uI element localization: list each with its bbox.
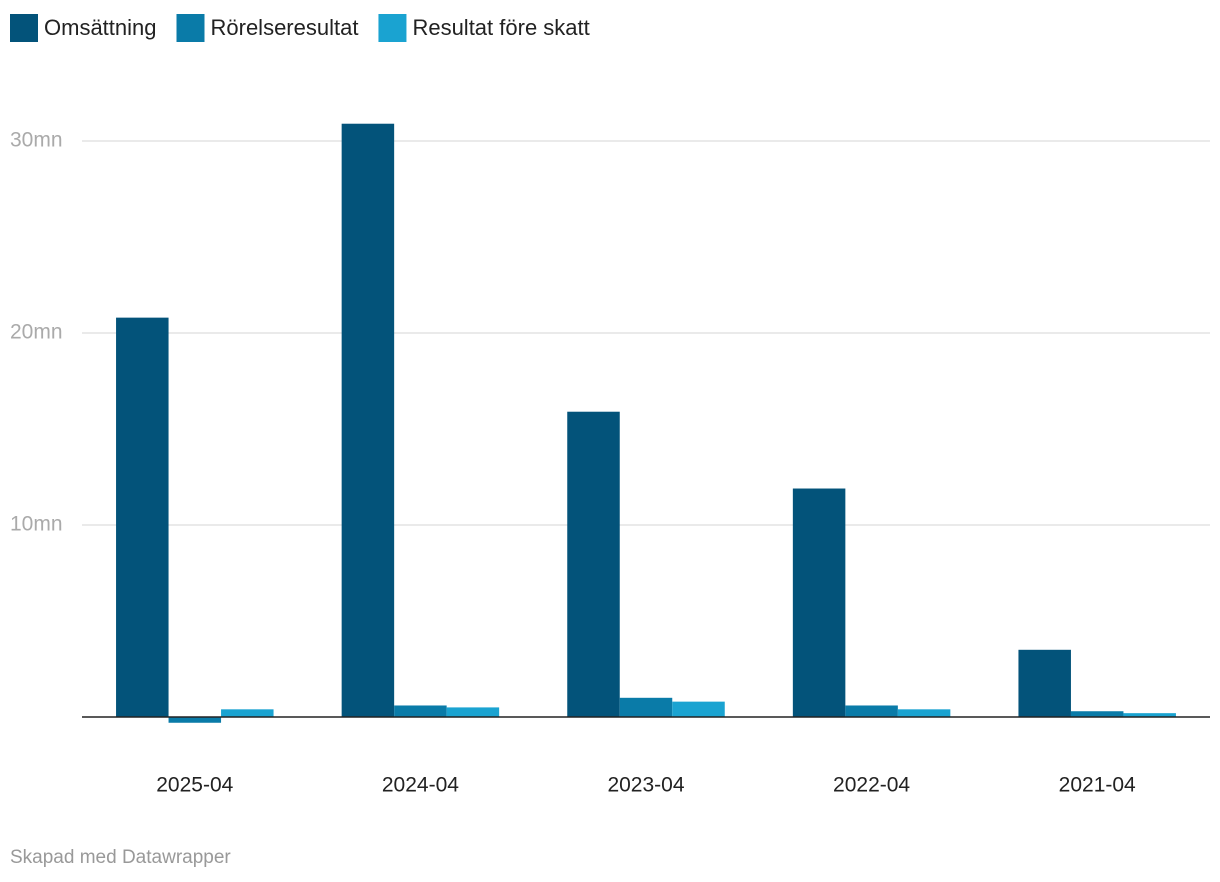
x-tick-label: 2022-04 bbox=[833, 774, 910, 797]
legend-label: Omsättning bbox=[44, 15, 157, 40]
bar bbox=[792, 488, 846, 717]
bar bbox=[168, 717, 222, 723]
x-tick-label: 2024-04 bbox=[382, 774, 459, 797]
bar bbox=[567, 411, 620, 717]
bar bbox=[1070, 711, 1124, 717]
bar bbox=[446, 707, 500, 717]
x-tick-label: 2021-04 bbox=[1059, 774, 1136, 797]
y-tick-label: 30mn bbox=[10, 129, 63, 152]
bar bbox=[394, 705, 447, 717]
bar bbox=[1123, 713, 1176, 717]
bar bbox=[221, 709, 274, 717]
legend-swatch bbox=[378, 14, 407, 42]
y-tick-label: 10mn bbox=[10, 513, 63, 536]
bar bbox=[116, 317, 169, 717]
y-tick-label: 20mn bbox=[10, 321, 63, 344]
bar bbox=[1018, 649, 1071, 717]
legend-swatch bbox=[10, 14, 38, 42]
bar bbox=[672, 701, 725, 717]
legend-label: Rörelseresultat bbox=[211, 15, 359, 40]
x-tick-label: 2025-04 bbox=[156, 774, 233, 797]
legend-swatch bbox=[176, 14, 205, 42]
legend-label: Resultat före skatt bbox=[412, 15, 589, 40]
x-tick-label: 2023-04 bbox=[607, 774, 684, 797]
footer: Skapad med Datawrapper bbox=[10, 847, 231, 868]
bar bbox=[845, 705, 898, 717]
bar bbox=[341, 123, 395, 718]
bar bbox=[897, 709, 951, 717]
bar bbox=[619, 697, 673, 717]
